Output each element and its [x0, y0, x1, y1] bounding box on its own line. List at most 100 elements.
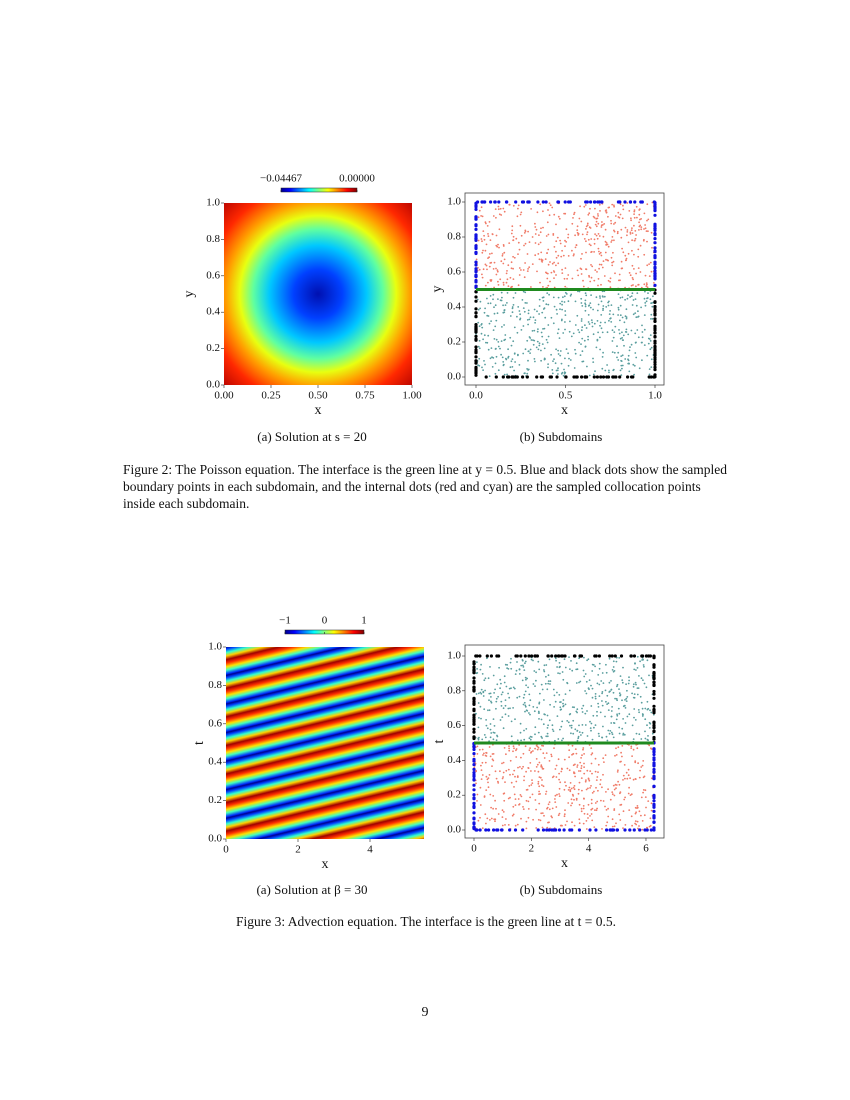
- collocation-point: [629, 296, 631, 298]
- boundary-point: [472, 804, 476, 808]
- collocation-point: [576, 668, 579, 671]
- collocation-point: [546, 341, 549, 344]
- boundary-point: [487, 828, 491, 832]
- collocation-point: [644, 274, 647, 277]
- collocation-point: [577, 792, 580, 795]
- collocation-point: [540, 260, 543, 262]
- collocation-point: [495, 707, 497, 710]
- collocation-point: [629, 777, 631, 780]
- collocation-point: [513, 352, 516, 355]
- collocation-point: [581, 350, 584, 353]
- collocation-point: [564, 693, 567, 695]
- collocation-point: [636, 292, 639, 294]
- boundary-point: [475, 828, 479, 832]
- boundary-point: [652, 774, 656, 778]
- collocation-point: [627, 294, 629, 297]
- collocation-point: [640, 766, 643, 768]
- collocation-point: [621, 755, 623, 758]
- collocation-point: [555, 764, 558, 767]
- collocation-point: [640, 814, 642, 817]
- collocation-point: [598, 695, 601, 697]
- collocation-point: [585, 788, 588, 791]
- collocation-point: [510, 360, 513, 363]
- collocation-point: [564, 321, 566, 323]
- y-tick-label: 0.4: [208, 756, 222, 768]
- boundary-point: [474, 280, 478, 284]
- collocation-point: [581, 233, 584, 236]
- collocation-point: [480, 688, 483, 691]
- collocation-point: [518, 744, 520, 746]
- collocation-point: [590, 802, 593, 805]
- boundary-point: [653, 275, 657, 279]
- collocation-point: [643, 682, 646, 685]
- collocation-point: [643, 212, 646, 215]
- collocation-point: [572, 753, 575, 755]
- collocation-point: [515, 237, 518, 240]
- collocation-point: [614, 221, 617, 224]
- collocation-point: [556, 715, 559, 717]
- collocation-point: [614, 272, 616, 275]
- boundary-point: [653, 328, 657, 332]
- collocation-point: [627, 354, 630, 357]
- collocation-point: [609, 280, 611, 283]
- collocation-point: [599, 336, 601, 339]
- collocation-point: [512, 255, 514, 258]
- collocation-point: [584, 712, 587, 715]
- collocation-point: [528, 241, 531, 244]
- collocation-point: [488, 709, 491, 712]
- collocation-point: [613, 809, 616, 811]
- collocation-point: [514, 824, 517, 827]
- collocation-point: [584, 309, 587, 312]
- x-tick-label: 2: [529, 843, 535, 855]
- collocation-point: [556, 691, 558, 694]
- collocation-point: [653, 282, 655, 284]
- collocation-point: [550, 316, 553, 319]
- collocation-point: [632, 683, 635, 686]
- collocation-point: [510, 735, 513, 738]
- collocation-point: [476, 661, 478, 663]
- boundary-point: [653, 246, 657, 250]
- collocation-point: [604, 715, 606, 718]
- collocation-point: [503, 675, 506, 678]
- collocation-point: [557, 296, 560, 299]
- collocation-point: [478, 357, 481, 360]
- collocation-point: [569, 782, 572, 784]
- collocation-point: [495, 355, 498, 358]
- boundary-point: [652, 820, 656, 824]
- collocation-point: [493, 338, 496, 340]
- collocation-point: [502, 727, 505, 730]
- colorbar-tick-label: 0: [322, 615, 328, 627]
- collocation-point: [619, 804, 622, 806]
- collocation-point: [522, 806, 524, 808]
- collocation-point: [492, 298, 494, 301]
- collocation-point: [589, 770, 592, 772]
- collocation-point: [589, 306, 592, 309]
- collocation-point: [510, 267, 513, 270]
- collocation-point: [617, 746, 620, 749]
- boundary-point: [618, 375, 622, 379]
- collocation-point: [564, 245, 566, 248]
- collocation-point: [644, 796, 647, 798]
- plot-frame: [464, 192, 665, 386]
- collocation-point: [630, 815, 633, 818]
- collocation-point: [590, 238, 593, 240]
- collocation-point: [514, 804, 517, 806]
- collocation-point: [558, 772, 560, 775]
- collocation-point: [563, 788, 566, 791]
- collocation-point: [560, 725, 563, 728]
- collocation-point: [554, 801, 557, 803]
- boundary-point: [563, 200, 567, 204]
- collocation-point: [572, 786, 575, 789]
- collocation-point: [564, 781, 566, 784]
- collocation-point: [538, 342, 541, 345]
- collocation-point: [486, 778, 489, 781]
- collocation-point: [637, 709, 640, 711]
- collocation-point: [619, 694, 622, 696]
- collocation-point: [540, 764, 543, 767]
- collocation-point: [495, 234, 498, 237]
- collocation-point: [599, 295, 601, 297]
- collocation-point: [560, 701, 562, 703]
- collocation-point: [494, 688, 496, 691]
- collocation-point: [525, 799, 528, 802]
- collocation-point: [518, 274, 521, 276]
